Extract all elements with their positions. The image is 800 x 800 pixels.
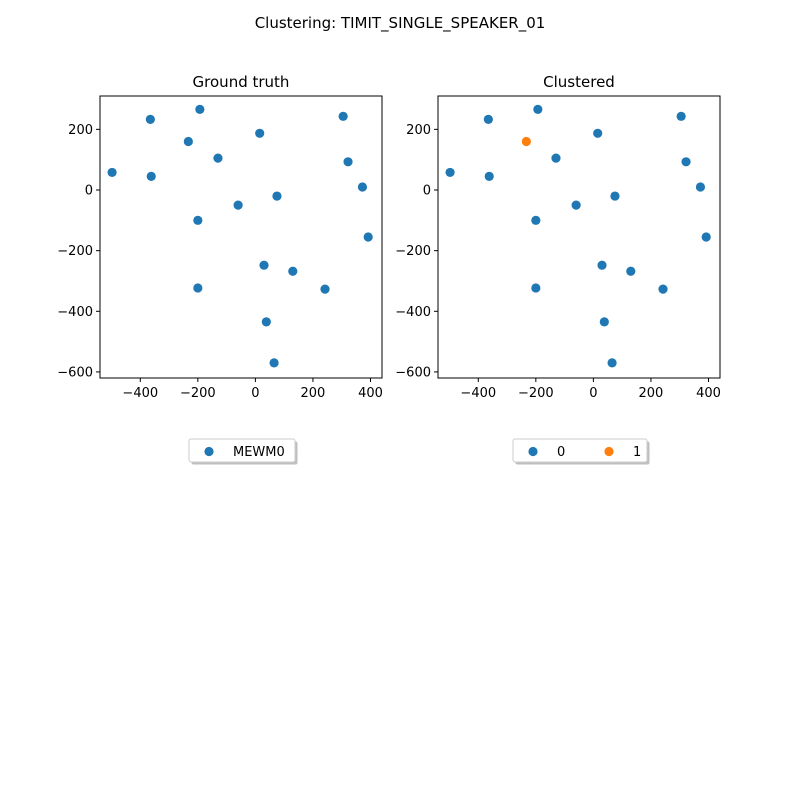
- chart-2-xtick-label: −400: [460, 386, 496, 401]
- chart-1-point-series-0: [255, 128, 265, 138]
- chart-1-point-series-0: [193, 283, 203, 293]
- chart-1-point-series-0: [343, 157, 353, 167]
- chart-1-legend: [188, 438, 296, 463]
- chart-2-ytick-label: 0: [423, 184, 431, 199]
- chart-1-point-series-0: [145, 114, 155, 124]
- chart-2-point-series-0: [597, 260, 607, 270]
- chart-1-point-series-0: [233, 200, 243, 210]
- chart-2: Clustered −400 −200 0 200 400 −600 −400 −200 0 200…: [395, 73, 721, 465]
- chart-2-point-series-0: [483, 114, 493, 124]
- chart-2-point-series-0: [445, 167, 455, 178]
- chart-1-point-series-0: [259, 260, 269, 270]
- chart-2-ytick-label: −600: [395, 365, 431, 380]
- chart-1-ytick-label: 0: [85, 184, 93, 199]
- chart-2-point-series-0: [681, 157, 691, 167]
- chart-2-xtick-label: 0: [589, 386, 597, 401]
- chart-2-ytick-label: 200: [406, 123, 431, 138]
- chart-1-xtick-label: 200: [301, 386, 326, 401]
- chart-2-axes-frame: [437, 95, 721, 379]
- chart-2-point-series-0: [531, 215, 541, 225]
- chart-1-xtick-label: −400: [122, 386, 158, 401]
- chart-1-point-series-0: [195, 104, 205, 114]
- chart-2-legend-label-1: 1: [633, 445, 641, 460]
- chart-2-point-series-0: [610, 191, 620, 201]
- chart-2-xtick-label: −200: [518, 386, 554, 401]
- chart-1-point-series-0: [288, 266, 298, 276]
- chart-2-point-series-0: [571, 200, 581, 210]
- chart-1-xtick-label: 400: [358, 386, 383, 401]
- chart-1-point-series-0: [213, 153, 223, 163]
- chart-2-point-series-0: [607, 358, 617, 368]
- chart-1-ytick-label: −200: [57, 244, 93, 259]
- chart-2-point-series-0: [658, 284, 668, 294]
- figure-title: Clustering: TIMIT_SINGLE_SPEAKER_01: [255, 14, 546, 33]
- chart-2-point-series-0: [701, 232, 711, 242]
- chart-1-legend-marker-0: [204, 446, 214, 457]
- chart-2-legend-label-0: 0: [557, 445, 565, 460]
- chart-2-ytick-label: −400: [395, 305, 431, 320]
- chart-1-point-series-0: [183, 136, 193, 147]
- chart-2-point-series-0: [593, 128, 603, 138]
- chart-2-point-series-0: [676, 111, 686, 121]
- chart-1-xtick-label: −200: [180, 386, 216, 401]
- chart-2-legend-marker-1: [604, 446, 614, 457]
- chart-1-point-series-0: [338, 111, 348, 121]
- chart-1-point-series-0: [193, 215, 203, 225]
- chart-1-xtick-label: 0: [251, 386, 259, 401]
- chart-1-point-series-0: [272, 191, 282, 201]
- chart-1-title: Ground truth: [193, 73, 290, 91]
- chart-1-point-series-0: [269, 358, 279, 368]
- chart-2-point-series-0: [599, 317, 609, 327]
- chart-2-point-series-0: [626, 266, 636, 276]
- chart-1-ytick-label: −400: [57, 305, 93, 320]
- chart-2-point-series-0: [531, 283, 541, 293]
- chart-2-xtick-label: 400: [696, 386, 721, 401]
- chart-2-point-series-1: [521, 136, 531, 147]
- chart-1-axes-frame: [99, 95, 383, 379]
- chart-1-point-series-0: [363, 232, 373, 242]
- chart-2-point-series-0: [551, 153, 561, 163]
- chart-2-legend: [512, 438, 648, 463]
- chart-1-ytick-label: −600: [57, 365, 93, 380]
- chart-1: Ground truth −400 −200 0 200 400 −600 −400 −200 0…: [57, 73, 383, 465]
- chart-1-point-series-0: [357, 182, 368, 192]
- chart-1-ytick-label: 200: [68, 123, 93, 138]
- chart-2-legend-marker-0: [528, 446, 538, 457]
- chart-1-point-series-0: [107, 167, 117, 178]
- chart-1-point-series-0: [261, 317, 271, 327]
- chart-1-point-series-0: [146, 171, 156, 181]
- chart-2-ytick-label: −200: [395, 244, 431, 259]
- plots: Ground truth −400 −200 0 200 400 −600 −400 −200 0…: [57, 73, 721, 465]
- chart-2-point-series-0: [695, 182, 706, 192]
- chart-2-point-series-0: [533, 104, 543, 114]
- chart-2-xtick-label: 200: [639, 386, 664, 401]
- chart-1-legend-label-0: MEWM0: [233, 445, 285, 460]
- chart-2-title: Clustered: [543, 73, 615, 91]
- chart-1-point-series-0: [320, 284, 330, 294]
- chart-2-point-series-0: [484, 171, 494, 181]
